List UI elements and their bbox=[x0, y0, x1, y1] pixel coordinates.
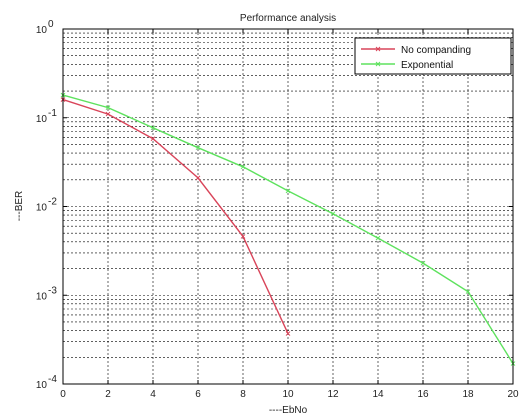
data-point bbox=[240, 164, 246, 170]
series-line bbox=[62, 98, 289, 334]
y-tick-label: 10 bbox=[36, 380, 48, 391]
x-tick-label: 16 bbox=[417, 389, 429, 400]
x-axis-label: ----EbNo bbox=[269, 405, 308, 416]
data-point bbox=[285, 331, 291, 336]
data-point bbox=[240, 234, 246, 239]
data-point bbox=[105, 111, 111, 117]
data-point bbox=[195, 145, 201, 151]
data-point bbox=[330, 211, 336, 217]
x-tick-label: 18 bbox=[462, 389, 474, 400]
y-tick-label: 10 bbox=[36, 25, 48, 36]
grid bbox=[63, 29, 513, 384]
data-point bbox=[105, 105, 111, 110]
legend-box bbox=[354, 37, 512, 75]
data-point bbox=[195, 175, 201, 181]
y-tick-label-exponent: -4 bbox=[48, 374, 57, 385]
x-tick-label: 8 bbox=[240, 389, 246, 400]
chart-title: Performance analysis bbox=[240, 13, 336, 24]
x-tick-label: 6 bbox=[195, 389, 201, 400]
y-tick-label: 10 bbox=[36, 291, 48, 302]
y-tick-label: 10 bbox=[36, 203, 48, 214]
x-tick-label: 12 bbox=[327, 389, 339, 400]
y-axis-label: ---BER bbox=[14, 191, 25, 222]
data-point bbox=[375, 235, 381, 241]
x-tick-label: 10 bbox=[282, 389, 294, 400]
data-point bbox=[150, 125, 156, 131]
legend-label: No companding bbox=[401, 45, 471, 56]
data-point bbox=[420, 260, 426, 266]
x-tick-label: 4 bbox=[150, 389, 156, 400]
x-tick-label: 0 bbox=[60, 389, 66, 400]
y-tick-label-exponent: -2 bbox=[48, 197, 57, 208]
legend: No companding Exponential bbox=[354, 37, 512, 75]
data-point bbox=[285, 188, 291, 194]
data-point bbox=[150, 136, 156, 142]
x-tick-label: 2 bbox=[105, 389, 111, 400]
y-tick-label: 10 bbox=[36, 114, 48, 125]
legend-marker bbox=[375, 46, 381, 52]
series-layer bbox=[60, 92, 516, 366]
x-tick-label: 14 bbox=[372, 389, 384, 400]
legend-label: Exponential bbox=[401, 60, 453, 71]
y-tick-label-exponent: -3 bbox=[48, 285, 57, 296]
x-tick-label: 20 bbox=[507, 389, 519, 400]
legend-marker bbox=[375, 61, 381, 67]
y-tick-label-exponent: 0 bbox=[48, 19, 54, 30]
y-tick-label-exponent: -1 bbox=[48, 108, 57, 119]
data-point bbox=[465, 289, 471, 294]
